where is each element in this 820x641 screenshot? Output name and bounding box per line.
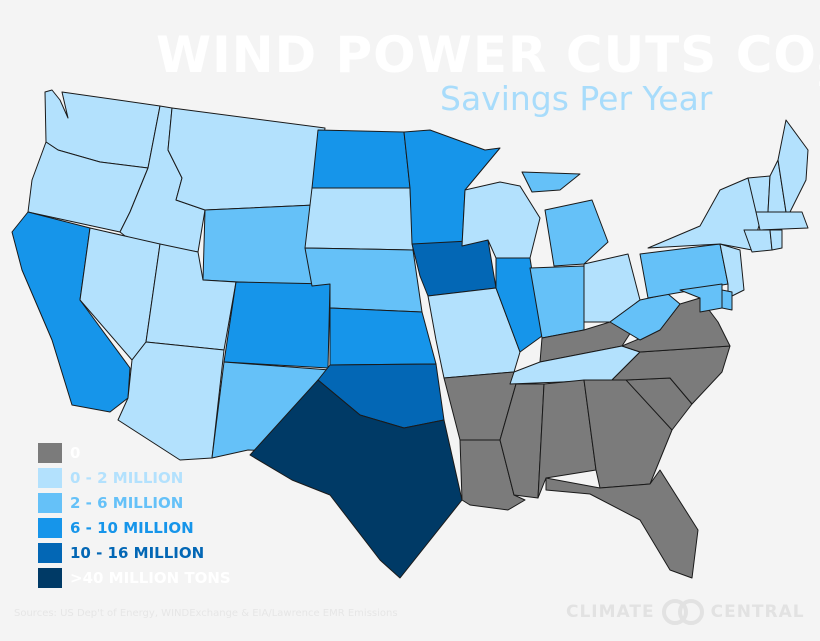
state-wv	[609, 293, 681, 341]
source-note: Sources: US Dep't of Energy, WINDExchang…	[14, 608, 398, 619]
legend-label: 0	[70, 443, 81, 462]
legend-swatch	[38, 442, 62, 463]
logo-text-left: CLIMATE	[566, 602, 655, 622]
state-de	[721, 289, 733, 311]
state-sd	[304, 187, 414, 251]
legend-swatch	[38, 467, 62, 488]
legend-swatch	[38, 542, 62, 563]
state-az	[117, 341, 225, 461]
legend-swatch	[38, 567, 62, 588]
state-fl	[545, 469, 699, 579]
state-al	[537, 379, 597, 499]
state-md	[679, 283, 723, 313]
state-nj	[719, 243, 745, 299]
state-mt	[167, 107, 326, 211]
legend-label: >40 MILLION TONS	[70, 568, 231, 587]
state-ks	[329, 307, 437, 366]
logo-text-right: CENTRAL	[710, 602, 805, 622]
state-mi	[521, 171, 609, 267]
legend-swatch	[38, 517, 62, 538]
legend-item: 0 - 2 MILLION	[38, 465, 231, 490]
map-subtitle: Savings Per Year	[440, 79, 713, 118]
state-wy	[202, 204, 316, 287]
state-co	[223, 281, 331, 369]
legend-label: 6 - 10 MILLION	[70, 518, 194, 537]
legend-label: 0 - 2 MILLION	[70, 468, 184, 487]
state-il	[495, 257, 543, 353]
map-title: WIND POWER CUTS CO2	[156, 30, 820, 92]
states-layer	[11, 89, 809, 579]
legend-item: 10 - 16 MILLION	[38, 540, 231, 565]
state-ri	[769, 229, 783, 251]
state-ny	[647, 177, 761, 251]
legend-swatch	[38, 492, 62, 513]
legend-item: 2 - 6 MILLION	[38, 490, 231, 515]
state-tx	[249, 379, 463, 579]
legend: 0 0 - 2 MILLION 2 - 6 MILLION 6 - 10 MILLIO…	[38, 440, 231, 590]
legend-item: >40 MILLION TONS	[38, 565, 231, 590]
legend-label: 2 - 6 MILLION	[70, 493, 184, 512]
state-nd	[311, 129, 411, 189]
state-ma	[755, 211, 809, 231]
legend-item: 0	[38, 440, 231, 465]
climate-central-logo: CLIMATE CENTRAL	[566, 599, 805, 625]
logo-mark-icon	[661, 599, 704, 625]
legend-label: 10 - 16 MILLION	[70, 543, 205, 562]
title-subscript: 2	[817, 59, 820, 94]
state-ia	[411, 239, 497, 297]
legend-item: 6 - 10 MILLION	[38, 515, 231, 540]
